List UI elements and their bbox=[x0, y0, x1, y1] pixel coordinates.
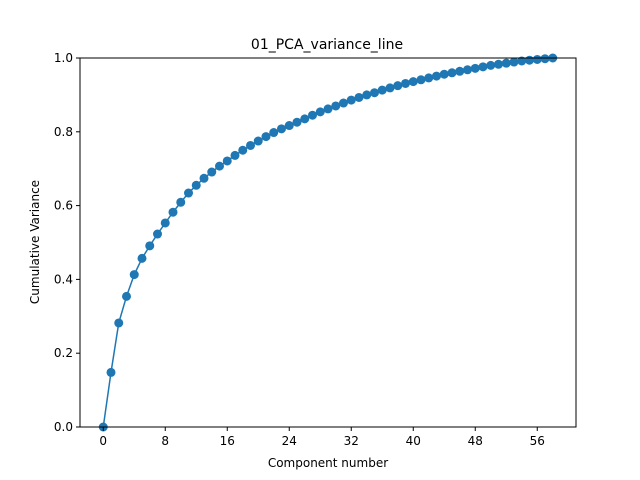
data-point bbox=[153, 229, 162, 239]
data-point bbox=[432, 71, 441, 81]
plot-area bbox=[98, 53, 558, 432]
y-tick-label: 0.2 bbox=[54, 346, 73, 360]
data-point bbox=[447, 68, 457, 78]
x-tick-label: 24 bbox=[282, 434, 297, 448]
x-tick-label: 40 bbox=[406, 434, 421, 448]
x-axis-label: Component number bbox=[268, 456, 388, 470]
data-point bbox=[532, 54, 542, 64]
data-point bbox=[370, 88, 379, 98]
y-tick-label: 0.8 bbox=[54, 125, 73, 139]
data-point bbox=[540, 54, 550, 64]
data-point bbox=[300, 114, 310, 124]
data-point bbox=[354, 92, 364, 102]
data-point bbox=[292, 117, 302, 127]
axes-frame bbox=[79, 57, 577, 428]
x-tick-label: 16 bbox=[220, 434, 235, 448]
data-point bbox=[455, 66, 465, 76]
data-point bbox=[277, 124, 286, 134]
data-point bbox=[238, 145, 248, 155]
y-axis-label: Cumulative Variance bbox=[28, 180, 42, 304]
data-point bbox=[323, 104, 333, 114]
data-point bbox=[362, 90, 372, 100]
data-point bbox=[114, 318, 124, 328]
axis-ticks: 0 8 16 24 32 40 48 56 0.0 0.2 0.4 0.6 0.8 1.0 bbox=[54, 51, 545, 448]
data-point bbox=[176, 197, 186, 207]
data-point bbox=[230, 150, 240, 160]
data-point bbox=[439, 69, 449, 79]
data-point bbox=[122, 291, 131, 301]
data-point bbox=[160, 218, 170, 228]
data-point bbox=[470, 63, 480, 73]
data-point bbox=[509, 57, 519, 67]
x-tick-label: 8 bbox=[161, 434, 169, 448]
data-point bbox=[478, 62, 488, 72]
data-point bbox=[424, 73, 434, 83]
data-point bbox=[486, 60, 496, 70]
x-tick-label: 48 bbox=[468, 434, 483, 448]
data-point bbox=[269, 128, 279, 138]
data-point bbox=[315, 107, 325, 117]
y-tick-label: 1.0 bbox=[54, 51, 73, 65]
data-point bbox=[191, 180, 201, 190]
data-point bbox=[463, 65, 472, 75]
data-point bbox=[284, 121, 294, 131]
data-point bbox=[246, 140, 255, 150]
data-point bbox=[339, 98, 348, 108]
data-point bbox=[207, 167, 217, 177]
data-point bbox=[501, 58, 511, 68]
data-point bbox=[261, 132, 271, 142]
data-point bbox=[346, 95, 356, 105]
data-point bbox=[331, 101, 341, 111]
data-point bbox=[416, 75, 426, 85]
data-point bbox=[184, 188, 193, 198]
data-point bbox=[401, 78, 410, 88]
data-point bbox=[168, 207, 178, 217]
data-point bbox=[385, 83, 395, 93]
x-tick-label: 32 bbox=[344, 434, 359, 448]
data-point bbox=[377, 85, 387, 95]
data-point bbox=[408, 77, 418, 87]
y-tick-label: 0.0 bbox=[54, 420, 73, 434]
data-point bbox=[137, 253, 147, 263]
data-point bbox=[393, 81, 403, 91]
x-tick-label: 0 bbox=[99, 434, 107, 448]
data-point bbox=[106, 367, 116, 377]
data-point bbox=[215, 161, 224, 171]
data-point bbox=[494, 59, 503, 69]
data-point bbox=[222, 156, 232, 166]
y-tick-label: 0.6 bbox=[54, 199, 73, 213]
data-point bbox=[145, 241, 155, 251]
data-point bbox=[199, 173, 209, 183]
data-point bbox=[517, 56, 527, 66]
x-tick-label: 56 bbox=[530, 434, 545, 448]
data-point bbox=[129, 270, 139, 280]
data-point bbox=[253, 136, 263, 146]
y-tick-label: 0.4 bbox=[54, 272, 73, 286]
data-point bbox=[308, 110, 317, 120]
data-point bbox=[525, 55, 534, 65]
chart-title: 01_PCA_variance_line bbox=[251, 37, 403, 53]
